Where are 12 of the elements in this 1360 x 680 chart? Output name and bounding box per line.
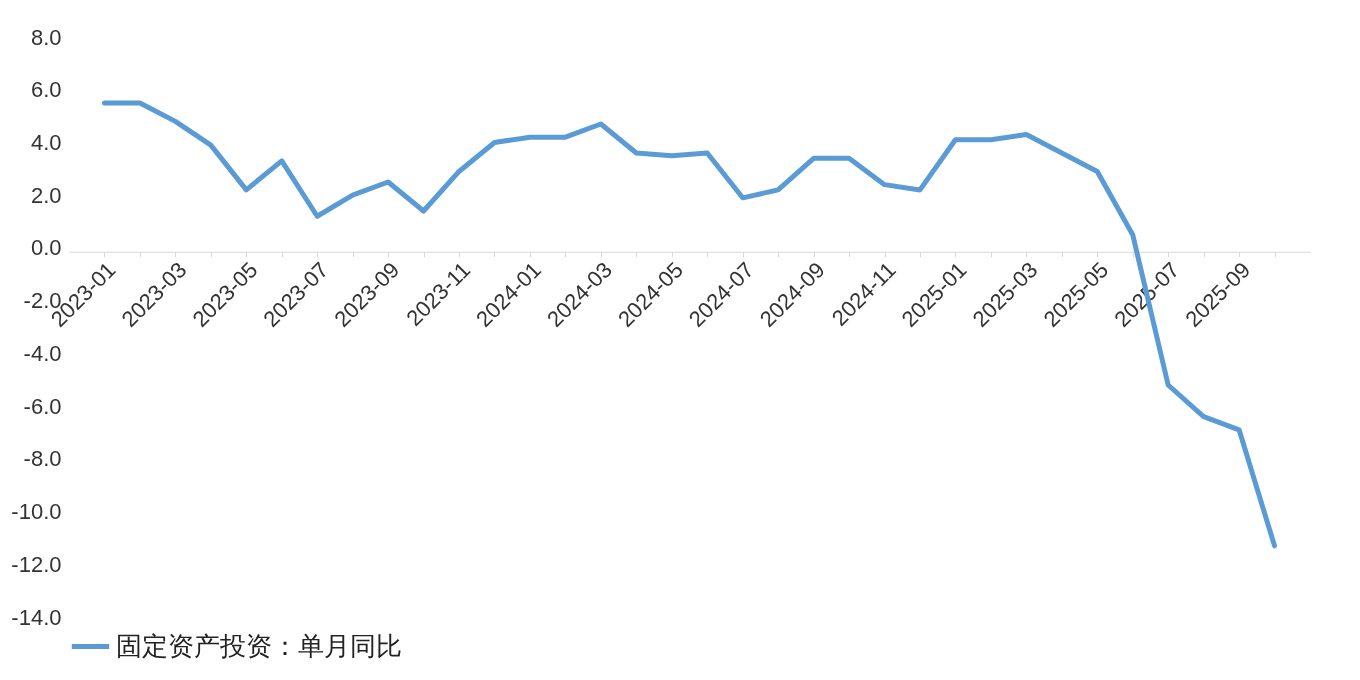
y-tick-label: -6.0 xyxy=(23,393,62,419)
y-tick-label: -8.0 xyxy=(23,446,62,472)
legend-label: 固定资产投资：单月同比 xyxy=(116,630,402,661)
y-tick-label: 6.0 xyxy=(30,77,62,103)
y-tick-label: 8.0 xyxy=(30,24,62,50)
y-tick-label: -14.0 xyxy=(11,604,62,630)
y-tick-label: -10.0 xyxy=(11,499,62,525)
y-tick-label: -12.0 xyxy=(11,551,62,577)
y-tick-label: 2.0 xyxy=(30,182,62,208)
y-tick-label: 4.0 xyxy=(30,129,62,155)
y-tick-label: 0.0 xyxy=(30,235,62,261)
y-tick-label: -4.0 xyxy=(23,340,62,366)
